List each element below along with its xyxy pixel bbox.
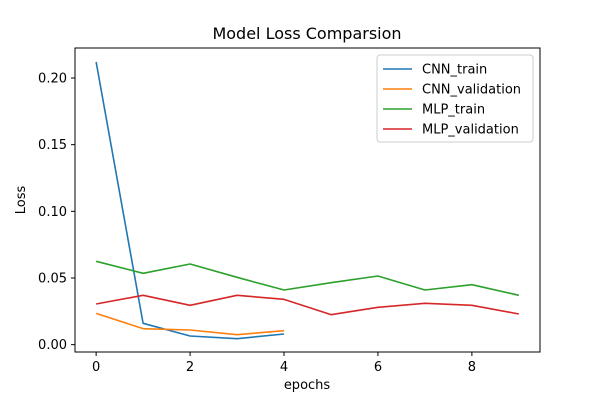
series-lines <box>95 61 520 340</box>
x-tick-label: 2 <box>186 360 194 375</box>
legend-entry: CNN_train <box>422 63 487 78</box>
y-tick-label: 0.10 <box>38 205 67 220</box>
y-tick-label: 0.05 <box>38 272 67 287</box>
series-line-mlp-validation <box>95 294 520 316</box>
legend-entry: MLP_validation <box>422 123 519 138</box>
series-line-cnn-validation <box>95 312 285 336</box>
series-line-cnn-train <box>95 61 285 340</box>
x-tick-label: 0 <box>92 360 100 375</box>
y-tick-label: 0.20 <box>38 72 67 87</box>
plot-frame <box>74 47 541 353</box>
series-line-mlp-train <box>95 260 520 297</box>
y-axis-label: Loss <box>14 186 29 215</box>
y-tick-label: 0.00 <box>38 338 67 353</box>
legend-entry: CNN_validation <box>422 83 521 98</box>
legend-entry: MLP_train <box>422 103 485 118</box>
x-tick-label: 4 <box>280 360 288 375</box>
axis-ticks: 0 2 4 6 8 0.00 0.05 0.10 0.15 0.20 <box>38 72 476 376</box>
x-tick-label: 8 <box>468 360 476 375</box>
chart-title: Model Loss Comparsion <box>212 24 401 43</box>
legend-box <box>376 54 534 143</box>
x-axis-label: epochs <box>284 378 331 393</box>
y-tick-label: 0.15 <box>38 138 67 153</box>
legend: CNN_train CNN_validation MLP_train MLP_vali… <box>376 54 534 143</box>
x-tick-label: 6 <box>374 360 382 375</box>
